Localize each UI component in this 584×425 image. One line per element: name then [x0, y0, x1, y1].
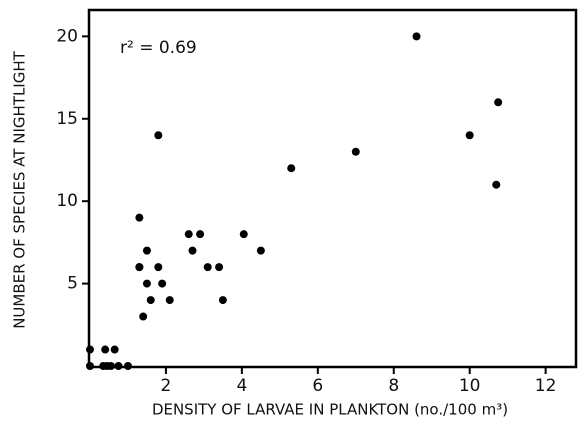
- x-tick-label: 4: [236, 376, 247, 396]
- point: [154, 131, 163, 140]
- point: [188, 246, 197, 255]
- point: [135, 213, 144, 222]
- point: [465, 131, 474, 140]
- point: [239, 230, 248, 239]
- point: [203, 263, 212, 272]
- y-tick-label: 20: [56, 26, 78, 46]
- point: [142, 246, 151, 255]
- point: [114, 362, 123, 370]
- y-axis-label: NUMBER OF SPECIES AT NIGHTLIGHT: [11, 50, 29, 328]
- point: [165, 296, 174, 305]
- point: [86, 345, 94, 354]
- point: [110, 345, 119, 354]
- x-tick-label: 12: [535, 376, 557, 396]
- point: [101, 345, 110, 354]
- point: [215, 263, 224, 272]
- x-tick-label: 8: [388, 376, 399, 396]
- x-axis-label: DENSITY OF LARVAE IN PLANKTON (no./100 m…: [152, 401, 508, 419]
- point: [492, 180, 501, 189]
- x-tick-label: 6: [312, 376, 323, 396]
- point: [494, 98, 503, 107]
- y-tick-label: 5: [67, 274, 78, 294]
- point: [184, 230, 193, 239]
- point: [135, 263, 144, 272]
- annotation: r² = 0.69: [120, 38, 197, 58]
- point: [256, 246, 265, 255]
- point: [123, 362, 132, 370]
- y-tick-label: 15: [56, 109, 78, 129]
- point: [146, 296, 155, 305]
- plot-frame: [87, 8, 578, 369]
- point: [106, 362, 115, 370]
- point: [139, 312, 148, 321]
- point: [196, 230, 205, 239]
- x-tick-label: 10: [459, 376, 481, 396]
- point: [218, 296, 227, 305]
- point: [412, 32, 421, 41]
- x-tick-label: 2: [161, 376, 172, 396]
- point: [86, 362, 94, 370]
- point: [154, 263, 163, 272]
- y-tick-label: 10: [56, 191, 78, 211]
- point: [142, 279, 151, 288]
- point: [287, 164, 296, 173]
- point: [351, 147, 360, 156]
- point: [158, 279, 167, 288]
